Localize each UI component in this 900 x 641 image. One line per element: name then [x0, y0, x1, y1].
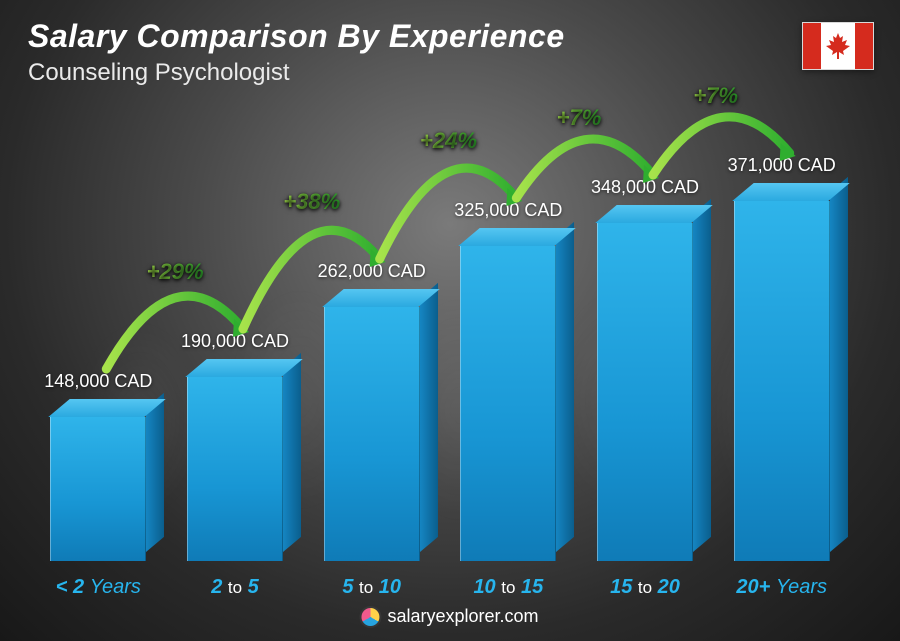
- bar-slot: 262,000 CAD: [303, 120, 440, 561]
- bar-slot: 190,000 CAD: [167, 120, 304, 561]
- x-axis-label: 15 to 20: [577, 576, 714, 599]
- bar-value-label: 371,000 CAD: [728, 155, 836, 176]
- bar-side: [556, 222, 574, 552]
- page-subtitle: Counseling Psychologist: [28, 59, 565, 87]
- bar-value-label: 348,000 CAD: [591, 177, 699, 198]
- flag-band-right: [855, 23, 873, 69]
- bar-front: [460, 246, 556, 561]
- x-axis-label: 2 to 5: [167, 576, 304, 599]
- x-axis-label: < 2 Years: [30, 576, 167, 599]
- bar-side: [146, 393, 164, 552]
- flag-canada: [802, 22, 874, 70]
- bar-front: [50, 417, 146, 561]
- increment-percent: +7%: [557, 105, 602, 131]
- x-axis-labels: < 2 Years2 to 55 to 1010 to 1515 to 2020…: [30, 576, 850, 599]
- bar: 148,000 CAD: [50, 417, 146, 561]
- bar-value-label: 148,000 CAD: [44, 371, 152, 392]
- bar-front: [597, 223, 693, 561]
- increment-percent: +7%: [693, 83, 738, 109]
- flag-center: [821, 23, 855, 69]
- bar-value-label: 325,000 CAD: [454, 200, 562, 221]
- bar-side: [830, 177, 848, 552]
- x-axis-label: 20+ Years: [713, 576, 850, 599]
- bar-slot: 348,000 CAD: [577, 120, 714, 561]
- x-axis-label: 5 to 10: [303, 576, 440, 599]
- flag-band-left: [803, 23, 821, 69]
- bar-value-label: 190,000 CAD: [181, 331, 289, 352]
- attribution-text: salaryexplorer.com: [387, 606, 538, 627]
- increment-percent: +38%: [283, 189, 340, 215]
- increment-percent: +24%: [420, 128, 477, 154]
- bar: 325,000 CAD: [460, 246, 556, 561]
- bar-side: [420, 283, 438, 552]
- header: Salary Comparison By Experience Counseli…: [28, 18, 565, 87]
- bar: 262,000 CAD: [324, 307, 420, 561]
- bar-slot: 371,000 CAD: [713, 120, 850, 561]
- bar-front: [187, 377, 283, 561]
- bar-side: [693, 199, 711, 552]
- x-axis-label: 10 to 15: [440, 576, 577, 599]
- bar: 348,000 CAD: [597, 223, 693, 561]
- page-title: Salary Comparison By Experience: [28, 18, 565, 55]
- attribution: salaryexplorer.com: [361, 606, 538, 627]
- bar-front: [324, 307, 420, 561]
- bar-front: [734, 201, 830, 561]
- bar-slot: 325,000 CAD: [440, 120, 577, 561]
- increment-percent: +29%: [147, 259, 204, 285]
- bar-chart: 148,000 CAD 190,000 CAD 262,000 CAD 325,000…: [30, 120, 850, 561]
- bar: 190,000 CAD: [187, 377, 283, 561]
- bar-slot: 148,000 CAD: [30, 120, 167, 561]
- bar: 371,000 CAD: [734, 201, 830, 561]
- logo-icon: [361, 608, 379, 626]
- bar-value-label: 262,000 CAD: [318, 261, 426, 282]
- maple-leaf-icon: [825, 32, 851, 60]
- bar-side: [283, 353, 301, 552]
